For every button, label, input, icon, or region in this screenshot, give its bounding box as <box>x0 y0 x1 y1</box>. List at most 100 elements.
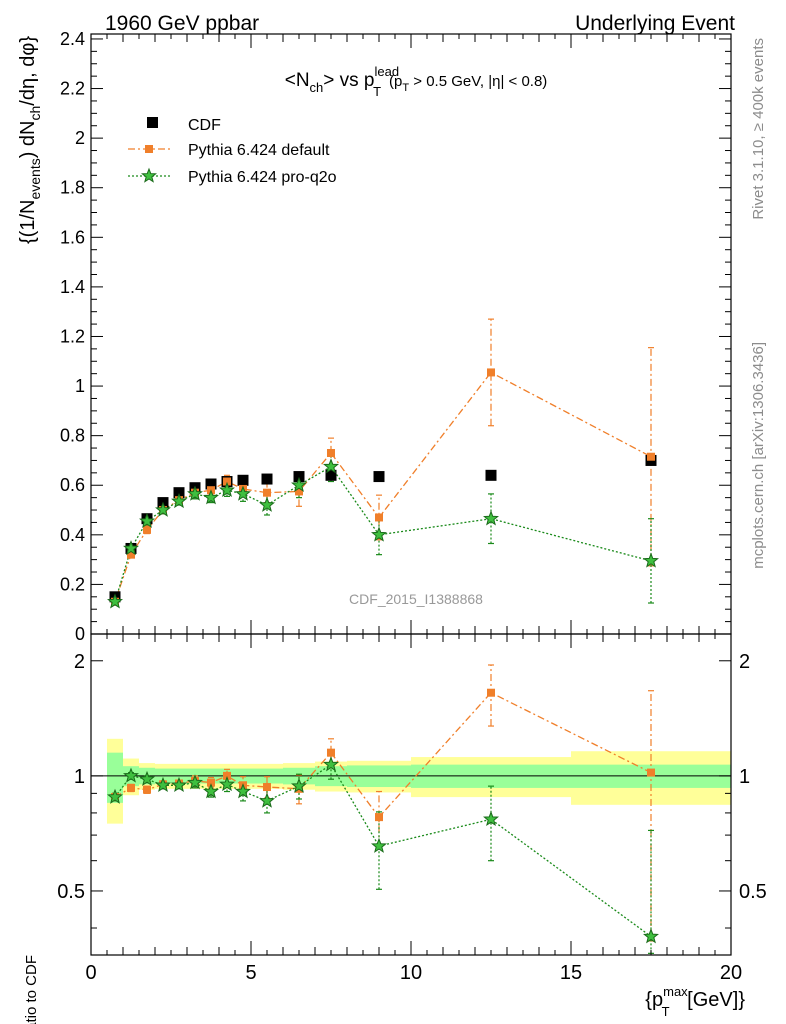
pythia-proq2o-point <box>643 552 659 568</box>
ratio-proq2o-point <box>187 774 203 790</box>
cdf-data-point <box>373 471 385 483</box>
legend: CDF Pythia 6.424 default Pythia 6.424 pr… <box>128 117 337 186</box>
ratio-proq2o-point <box>155 776 171 793</box>
main-y-tick-label: 0.4 <box>60 525 85 545</box>
main-y-tick-label: 1.2 <box>60 326 85 346</box>
pythia-default-point <box>487 368 495 377</box>
main-frame <box>90 33 732 635</box>
ratio-y-tick-label: 0.5 <box>57 881 85 903</box>
pythia-default-point <box>375 513 383 522</box>
pythia-proq2o-point <box>323 458 339 474</box>
legend-marker-default <box>145 145 153 153</box>
main-y-tick-label: 0 <box>75 624 85 644</box>
ratio-proq2o-point <box>371 837 387 853</box>
watermark: CDF_2015_I1388868 <box>349 591 483 607</box>
ratio-proq2o-point <box>323 756 339 772</box>
ratio-default-point <box>223 771 231 780</box>
pythia-default-point <box>143 525 151 534</box>
ratio-default-point <box>487 688 495 697</box>
legend-label-cdf: CDF <box>188 117 221 134</box>
pythia-proq2o-point <box>123 540 139 556</box>
pythia-proq2o-point <box>171 492 187 509</box>
ratio-default-point <box>263 783 271 792</box>
cdf-data-point <box>237 474 249 486</box>
main-y-tick-label: 2.4 <box>60 29 85 49</box>
main-series-layer <box>107 318 659 609</box>
pythia-default-point <box>647 452 655 461</box>
ratio-default-point <box>647 768 655 777</box>
pythia-proq2o-point <box>139 512 155 528</box>
ratio-series-line <box>114 691 652 819</box>
pythia-default-point <box>223 477 231 486</box>
rivet-label: Rivet 3.1.10, ≥ 400k events <box>750 38 767 220</box>
ratio-y-tick-label-right: 2 <box>739 651 750 673</box>
x-tick-label: 20 <box>720 962 742 984</box>
header-left-label: 1960 GeV ppbar <box>105 12 259 35</box>
main-y-tick-label: 1 <box>75 376 85 396</box>
pythia-proq2o-point <box>203 489 219 505</box>
main-y-tick-label: 0.6 <box>60 475 85 495</box>
main-title: <Nch> vs plead T(pT > 0.5 GeV, |η| < 0.8) <box>285 64 548 99</box>
main-y-tick-label: 1.6 <box>60 227 85 247</box>
pythia-proq2o-point <box>187 485 203 501</box>
pythia-default-point <box>295 487 303 496</box>
ratio-default-point <box>375 813 383 822</box>
main-y-tick-label: 1.4 <box>60 277 85 297</box>
cdf-data-point <box>325 469 337 481</box>
cdf-data-point <box>205 478 217 490</box>
header-right-label: Underlying Event <box>575 12 735 35</box>
cdf-data-point <box>173 487 185 499</box>
legend-label-proq2o: Pythia 6.424 pro-q2o <box>188 169 337 186</box>
mcplots-label: mcplots.cern.ch [arXiv:1306.3436] <box>750 342 767 569</box>
ratio-default-point <box>143 785 151 794</box>
pythia-proq2o-point <box>155 501 171 517</box>
legend-label-default: Pythia 6.424 default <box>188 142 330 159</box>
ratio-default-point <box>327 748 335 757</box>
ratio-proq2o-point <box>171 776 187 793</box>
ratio-proq2o-point <box>643 928 659 944</box>
ratio-y-tick-label: 2 <box>74 651 85 673</box>
pythia-default-point <box>263 488 271 497</box>
ratio-proq2o-point <box>483 810 499 827</box>
ratio-proq2o-point <box>291 777 307 793</box>
pythia-proq2o-point <box>259 496 275 512</box>
pythia-proq2o-point <box>219 481 235 497</box>
pythia-default-point <box>127 550 135 559</box>
pythia-proq2o-point <box>483 510 499 526</box>
legend-marker-proq2o <box>141 167 157 183</box>
ratio-proq2o-point <box>219 775 235 792</box>
x-tick-label: 0 <box>85 962 96 984</box>
ratio-series-layer <box>107 664 659 954</box>
pythia-proq2o-point <box>371 526 387 542</box>
main-y-tick-label: 2.2 <box>60 79 85 99</box>
pythia-proq2o-point <box>235 485 251 501</box>
ratio-proq2o-point <box>107 788 123 804</box>
pythia-proq2o-point <box>107 593 123 609</box>
ratio-band-inner <box>107 752 123 803</box>
main-y-label: {(1/Nevents) dNch/dη, dφ} <box>17 36 43 244</box>
cdf-data-point <box>293 471 305 483</box>
cdf-data-point <box>485 469 497 481</box>
ratio-axis-ticks: 0.5 0.51 12 20 5 10 15 20 <box>57 634 767 984</box>
main-y-tick-label: 0.2 <box>60 574 85 594</box>
x-tick-label: 5 <box>245 962 256 984</box>
ratio-bands <box>107 738 731 824</box>
ratio-proq2o-point <box>123 767 139 783</box>
ratio-y-label: Ratio to CDF <box>23 955 40 1024</box>
main-axis-ticks: 0 0.2 0.4 0.6 0.8 1 1.2 1.4 1.6 1.8 2 2.2 2.4 <box>60 29 732 644</box>
x-tick-label: 15 <box>560 962 582 984</box>
pythia-default-point <box>327 449 335 458</box>
main-y-tick-label: 0.8 <box>60 426 85 446</box>
ratio-proq2o-point <box>259 792 275 808</box>
ratio-proq2o-point <box>235 783 251 799</box>
ratio-proq2o-point <box>203 783 219 799</box>
ratio-y-tick-label: 1 <box>74 766 85 788</box>
ratio-y-tick-label-right: 0.5 <box>739 881 767 903</box>
ratio-default-point <box>127 783 135 792</box>
ratio-proq2o-point <box>139 770 155 787</box>
x-tick-label: 10 <box>400 962 422 984</box>
ratio-default-point <box>207 778 215 787</box>
x-axis-label: {pmax T [GeV]} <box>645 984 745 1019</box>
main-y-tick-label: 2 <box>75 128 85 148</box>
